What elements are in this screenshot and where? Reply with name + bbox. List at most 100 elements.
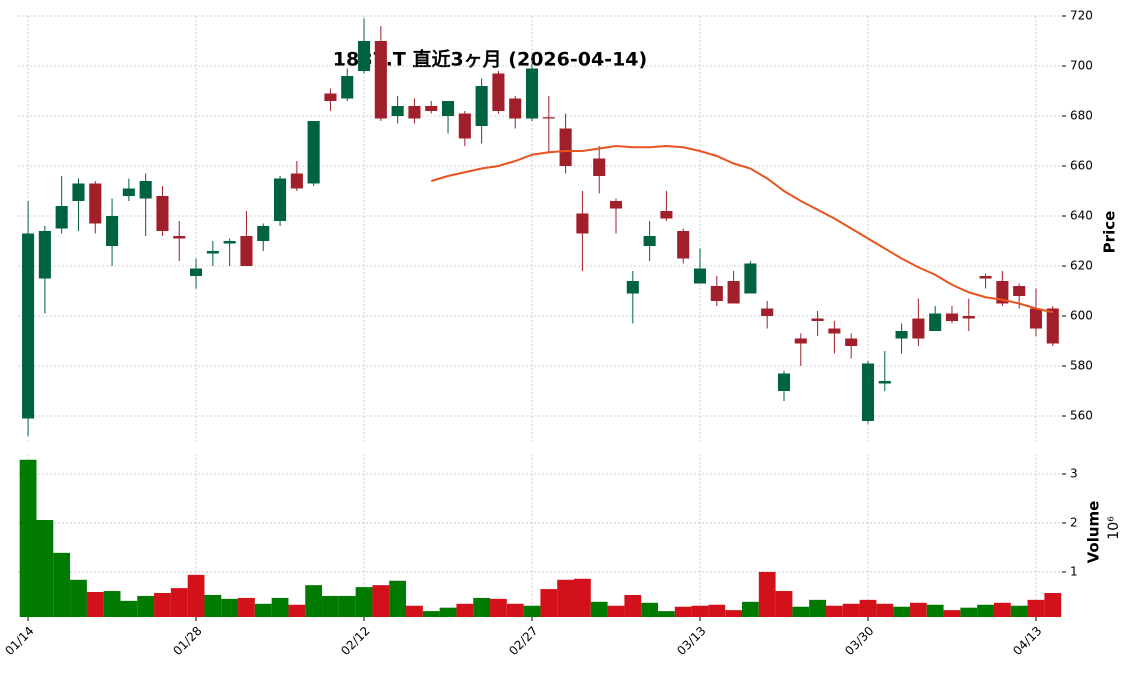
candle-body xyxy=(559,128,572,166)
y-tick-label: 700 xyxy=(1070,59,1093,73)
candle-body xyxy=(660,211,673,219)
volume-bar xyxy=(322,595,339,617)
candle-body xyxy=(828,328,841,334)
candle-body xyxy=(441,101,455,116)
candle-body xyxy=(542,117,555,119)
candle-body xyxy=(845,338,858,346)
volume-bar xyxy=(641,602,659,617)
candle-body xyxy=(391,106,404,116)
candle-body xyxy=(727,281,740,304)
volume-bar xyxy=(305,585,323,617)
volume-bar xyxy=(775,591,793,617)
candle-body xyxy=(643,236,656,246)
volume-bar xyxy=(86,592,104,617)
candle-body xyxy=(374,41,387,119)
y-tick-label: 720 xyxy=(1070,9,1093,23)
candle-body xyxy=(55,206,68,229)
candle-body xyxy=(962,316,975,319)
volume-bar xyxy=(238,597,255,617)
volume-bar xyxy=(288,604,306,617)
volume-bar xyxy=(624,594,642,617)
candle-body xyxy=(1029,308,1043,329)
volume-tick-label: 3 xyxy=(1070,466,1078,480)
candle-body xyxy=(492,73,505,111)
candle-body xyxy=(609,201,623,209)
volume-bar xyxy=(708,604,726,617)
x-tick-label: 03/30 xyxy=(842,624,876,658)
volume-bar xyxy=(53,552,71,617)
volume-bar xyxy=(674,606,692,617)
volume-bar xyxy=(977,604,994,617)
candle-body xyxy=(341,76,354,99)
candle-body xyxy=(72,183,85,201)
volume-bar xyxy=(725,610,742,617)
candle-body xyxy=(274,178,287,221)
volume-bar xyxy=(271,597,289,617)
y-tick-label: 620 xyxy=(1070,259,1093,273)
candle-body xyxy=(38,231,51,279)
candle-body xyxy=(525,68,539,119)
candle-body xyxy=(307,121,320,184)
candle-body xyxy=(357,41,371,71)
volume-bar xyxy=(926,604,944,617)
candle-body xyxy=(190,268,203,276)
volume-bar xyxy=(590,601,608,617)
x-tick-label: 04/13 xyxy=(1010,624,1044,658)
y-tick-label: 680 xyxy=(1070,109,1093,123)
candle-body xyxy=(710,286,723,301)
volume-bar xyxy=(19,459,37,617)
candle-body xyxy=(761,308,774,316)
candle-body xyxy=(22,233,35,419)
volume-bar xyxy=(909,602,927,617)
candle-body xyxy=(425,106,438,111)
y-tick-label: 640 xyxy=(1070,209,1093,223)
candle-body xyxy=(223,241,236,244)
volume-bar xyxy=(490,598,507,617)
candle-body xyxy=(475,86,488,126)
candle-body xyxy=(1046,308,1059,344)
volume-bar xyxy=(1044,593,1062,617)
volume-bar xyxy=(960,607,978,617)
volume-bar xyxy=(1010,605,1028,617)
candle-body xyxy=(576,213,589,234)
volume-bar xyxy=(607,605,625,617)
moving-average-line xyxy=(430,144,1053,314)
volume-bar xyxy=(792,606,810,617)
volume-bar xyxy=(36,520,54,617)
volume-bar xyxy=(422,611,440,617)
volume-bar xyxy=(120,600,138,617)
volume-bar xyxy=(859,599,877,617)
volume-bar xyxy=(137,595,155,617)
x-tick-label: 01/14 xyxy=(2,624,36,658)
candle-body xyxy=(945,313,959,321)
candle-body xyxy=(861,363,875,421)
volume-bar xyxy=(506,603,524,617)
chart-title: 1887.T 直近3ヶ月 (2026-04-14) xyxy=(333,48,647,71)
volume-bar xyxy=(809,599,826,617)
candle-body xyxy=(929,313,942,331)
volume-bar xyxy=(876,603,894,617)
volume-bar xyxy=(204,594,222,617)
candle-body xyxy=(626,281,639,294)
volume-bar xyxy=(691,605,709,617)
volume-bar xyxy=(70,579,87,617)
y-tick-label: 560 xyxy=(1070,409,1093,423)
candle-body xyxy=(744,263,757,294)
volume-bar xyxy=(406,605,423,617)
candle-body xyxy=(240,236,253,266)
volume-bar xyxy=(893,606,910,617)
candle-body xyxy=(895,331,908,339)
volume-bar xyxy=(825,605,843,617)
candle-body xyxy=(878,381,891,384)
volume-bar xyxy=(372,585,390,617)
volume-bar xyxy=(187,574,205,617)
candle-body xyxy=(257,226,270,241)
volume-bar xyxy=(993,602,1011,617)
candle-body xyxy=(156,196,169,231)
volume-bar xyxy=(574,578,591,617)
volume-bar xyxy=(842,603,860,617)
volume-bar xyxy=(170,588,188,617)
volume-bar xyxy=(439,607,457,617)
volume-bar xyxy=(758,571,776,617)
